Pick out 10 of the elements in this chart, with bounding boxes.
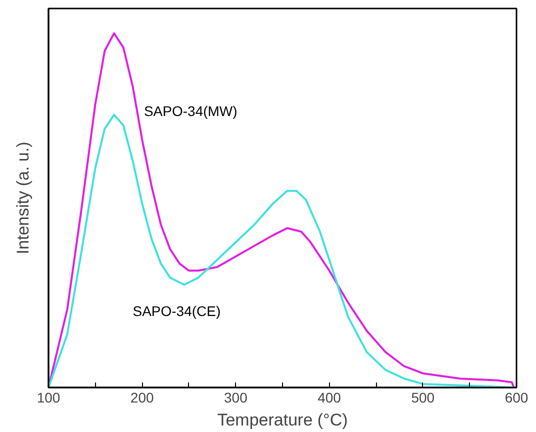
series-label: SAPO-34(CE) [132,303,221,320]
x-tick-label: 100 [36,390,60,406]
x-axis-title: Temperature (°C) [217,410,348,430]
x-tick-label: 600 [504,390,528,406]
x-tick-label: 400 [318,390,342,406]
series-label: SAPO-34(MW) [144,103,238,120]
y-axis-title: Intensity (a. u.) [14,142,32,254]
x-tick-label: 300 [224,390,248,406]
x-tick-label: 500 [411,390,435,406]
x-tick-label: 200 [130,390,154,406]
